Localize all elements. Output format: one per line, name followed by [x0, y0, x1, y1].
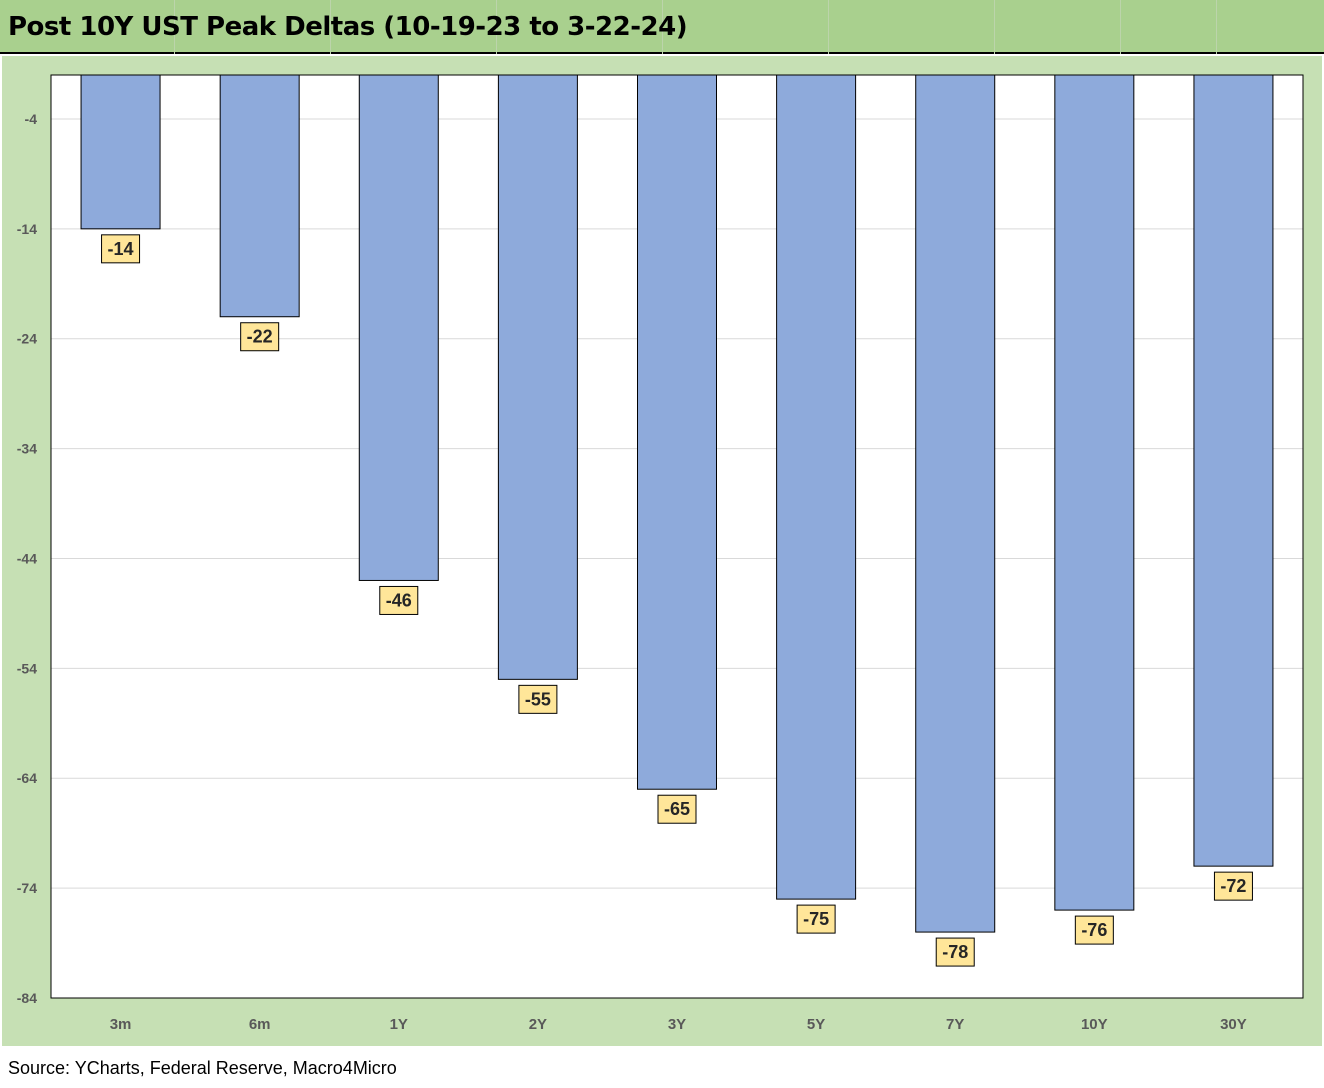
data-label-box — [657, 794, 697, 824]
y-tick-label: -24 — [17, 331, 37, 347]
bar — [637, 74, 717, 790]
x-tick-label: 30Y — [1220, 1016, 1247, 1033]
spreadsheet-grid — [0, 0, 1324, 54]
y-tick-label: -74 — [17, 880, 37, 896]
chart-title: Post 10Y UST Peak Deltas (10-19-23 to 3-… — [8, 12, 688, 42]
x-tick-label: 10Y — [1081, 1016, 1108, 1033]
bar — [358, 74, 439, 581]
spreadsheet-column-line — [174, 0, 175, 54]
bar — [1193, 74, 1274, 867]
y-tick-label: -44 — [17, 550, 37, 566]
spreadsheet-column-line — [1216, 0, 1217, 54]
data-label: -14 — [108, 239, 134, 259]
bar — [776, 74, 857, 900]
y-tick-label: -34 — [17, 441, 37, 457]
spreadsheet-column-line — [1120, 0, 1121, 54]
data-label-box — [1213, 871, 1253, 901]
x-tick-label: 6m — [249, 1016, 271, 1033]
title-bar: Post 10Y UST Peak Deltas (10-19-23 to 3-… — [0, 0, 1324, 54]
spreadsheet-column-line — [662, 0, 663, 54]
data-label: -22 — [247, 327, 273, 347]
spreadsheet-column-line — [828, 0, 829, 54]
chart-area: -4 -14 -24 -34 -44 -54 -64 -74 -84 -14 3m -22 6m -46 1… — [2, 56, 1322, 1046]
data-label-box — [101, 234, 141, 264]
x-tick-label: 2Y — [529, 1016, 547, 1033]
bar-chart: -4 -14 -24 -34 -44 -54 -64 -74 -84 -14 3m -22 6m -46 1… — [17, 74, 1304, 1033]
data-label-box — [518, 684, 558, 714]
x-tick-label: 5Y — [807, 1016, 825, 1033]
data-label: -76 — [1081, 920, 1107, 940]
y-tick-label: -64 — [17, 770, 37, 786]
bar — [1054, 74, 1135, 911]
bar — [80, 74, 161, 230]
x-tick-label: 1Y — [390, 1016, 408, 1033]
data-label: -72 — [1220, 876, 1246, 896]
y-tick-label: -84 — [17, 990, 37, 1006]
spreadsheet-column-line — [330, 0, 331, 54]
y-tick-label: -54 — [17, 660, 37, 676]
spreadsheet-column-line — [496, 0, 497, 54]
bar — [497, 74, 578, 680]
data-label: -78 — [942, 942, 968, 962]
data-label: -65 — [664, 799, 690, 819]
x-tick-label: 7Y — [946, 1016, 964, 1033]
data-label: -55 — [525, 689, 551, 709]
y-tick-label: -14 — [17, 221, 37, 237]
data-label-box — [935, 937, 975, 967]
data-label: -46 — [386, 590, 412, 610]
data-label-box — [379, 585, 419, 615]
x-tick-label: 3Y — [668, 1016, 686, 1033]
source-note: Source: YCharts, Federal Reserve, Macro4… — [8, 1058, 397, 1078]
spreadsheet-column-line — [994, 0, 995, 54]
y-tick-label: -4 — [25, 111, 38, 127]
data-label: -75 — [803, 909, 829, 929]
x-tick-label: 3m — [110, 1016, 132, 1033]
bar — [915, 74, 996, 933]
bar — [219, 74, 300, 318]
data-label-box — [240, 322, 280, 352]
data-label-box — [1074, 915, 1114, 945]
data-label-box — [796, 904, 836, 934]
